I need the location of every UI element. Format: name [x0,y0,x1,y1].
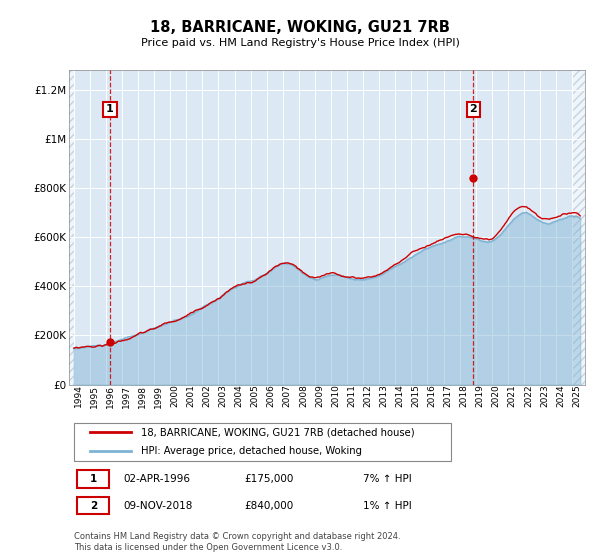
Text: 2006: 2006 [267,385,276,407]
Text: 18, BARRICANE, WOKING, GU21 7RB: 18, BARRICANE, WOKING, GU21 7RB [150,20,450,35]
Text: 1998: 1998 [138,385,147,408]
Text: £175,000: £175,000 [244,474,294,484]
Text: 2015: 2015 [412,385,421,407]
Text: 2014: 2014 [395,385,404,407]
Text: 2022: 2022 [524,385,533,407]
Text: 1996: 1996 [106,385,115,408]
Text: 2007: 2007 [283,385,292,407]
Text: 1997: 1997 [122,385,131,408]
Text: 02-APR-1996: 02-APR-1996 [123,474,190,484]
Text: 2005: 2005 [251,385,260,407]
Text: 1% ↑ HPI: 1% ↑ HPI [363,501,412,511]
Text: £840,000: £840,000 [244,501,293,511]
Text: 2013: 2013 [379,385,388,407]
Text: 2: 2 [89,501,97,511]
Text: 1: 1 [106,104,114,114]
Text: HPI: Average price, detached house, Woking: HPI: Average price, detached house, Woki… [141,446,362,456]
Text: 7% ↑ HPI: 7% ↑ HPI [363,474,412,484]
Text: 18, BARRICANE, WOKING, GU21 7RB (detached house): 18, BARRICANE, WOKING, GU21 7RB (detache… [141,427,415,437]
Text: 2002: 2002 [202,385,211,407]
Text: 1995: 1995 [90,385,99,408]
Text: Price paid vs. HM Land Registry's House Price Index (HPI): Price paid vs. HM Land Registry's House … [140,38,460,48]
Text: 2017: 2017 [443,385,452,407]
Text: 2008: 2008 [299,385,308,407]
Text: 2: 2 [469,104,477,114]
Text: 2000: 2000 [170,385,179,407]
Text: 2023: 2023 [540,385,549,407]
Text: 09-NOV-2018: 09-NOV-2018 [123,501,193,511]
Bar [69,70,74,385]
Text: 2019: 2019 [476,385,485,407]
Text: 1: 1 [89,474,97,484]
Text: 1994: 1994 [74,385,83,407]
Text: 2021: 2021 [508,385,517,407]
FancyBboxPatch shape [77,470,109,488]
Text: 2004: 2004 [235,385,244,407]
FancyBboxPatch shape [74,423,451,461]
Text: 2012: 2012 [363,385,372,407]
Bar [572,70,585,385]
Text: 2009: 2009 [315,385,324,407]
Text: 2010: 2010 [331,385,340,407]
Text: 2003: 2003 [218,385,227,407]
Text: 2025: 2025 [572,385,581,407]
Text: 2001: 2001 [187,385,196,407]
Text: 2011: 2011 [347,385,356,407]
FancyBboxPatch shape [77,497,109,515]
Text: 2024: 2024 [556,385,565,407]
Text: 2020: 2020 [492,385,501,407]
Text: Contains HM Land Registry data © Crown copyright and database right 2024.
This d: Contains HM Land Registry data © Crown c… [74,532,401,552]
Text: 1999: 1999 [154,385,163,408]
Text: 2018: 2018 [460,385,469,407]
Text: 2016: 2016 [427,385,436,407]
